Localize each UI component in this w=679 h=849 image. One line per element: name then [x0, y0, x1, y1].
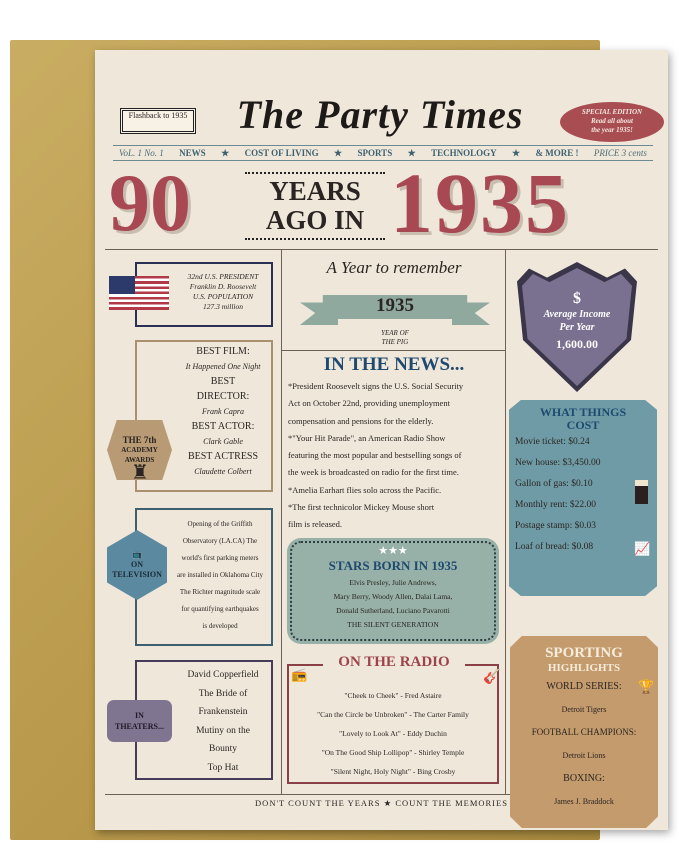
radio-title: ON THE RADIO — [323, 653, 465, 671]
years-line: YEARS — [269, 176, 361, 206]
theaters-badge: IN THEATERS... — [107, 700, 172, 742]
theaters-list: David Copperfield The Bride of Frankenstei… — [187, 670, 259, 773]
growth-chart-icon: 📈 — [634, 541, 651, 556]
nav-item: & MORE ! — [535, 148, 579, 158]
television-badge: 📺 ON TELEVISION — [107, 530, 167, 600]
stars-icon: ★★★ — [378, 545, 408, 557]
generation: THE SILENT GENERATION — [347, 620, 439, 629]
divider — [281, 350, 505, 351]
years-ago-label: YEARS AGO IN — [245, 172, 385, 240]
star-icon: ★ — [512, 147, 521, 158]
dollar-icon: $ — [573, 289, 581, 307]
news-body: *President Roosevelt signs the U.S. Soci… — [288, 381, 464, 530]
star-icon: ★ — [334, 147, 343, 158]
news-title: IN THE NEWS... — [323, 354, 465, 375]
nav-bar: VoL. 1 No. 1 NEWS ★ COST OF LIVING ★ SPORT… — [113, 145, 653, 161]
special-line: the year 1935! — [591, 126, 633, 134]
trophy-icon: 🏆 — [638, 679, 655, 694]
flashback-text: Flashback to 1935 — [128, 111, 188, 120]
flashback-box: Flashback to 1935 — [120, 108, 196, 134]
sports-box: SPORTING HIGHLIGHTS WORLD SERIES: Detroit … — [510, 636, 658, 828]
television-text: Opening of the Griffith Observatory (LA.C… — [177, 520, 263, 630]
masthead-title: The Party Times — [236, 92, 524, 137]
nav-item: SPORTS — [357, 148, 393, 158]
academy-awards-list: BEST FILM: It Happened One Night BEST DIR… — [185, 346, 261, 476]
hero-year: 1935 — [390, 155, 570, 251]
radio-songs: "Cheek to Cheek" - Fred Astaire "Can the … — [317, 691, 469, 776]
year-script: A Year to remember — [326, 258, 462, 277]
income-content: $ Average Income Per Year 1,600.00 — [522, 268, 632, 386]
sports-title: SPORTING HIGHLIGHTS — [545, 645, 623, 674]
television-icon: 📺 — [132, 550, 142, 559]
divider — [281, 249, 282, 794]
stars-born-box: ★★★ STARS BORN IN 1935 Elvis Presley, Ju… — [287, 538, 499, 644]
ribbon-year: 1935 — [376, 295, 414, 316]
zodiac-year: YEAR OF THE PIG — [381, 329, 409, 346]
price: PRICE 3 cents — [593, 148, 647, 158]
divider — [105, 249, 658, 250]
card: Flashback to 1935 The Party Times SPECIA… — [95, 50, 668, 830]
special-edition-badge: SPECIAL EDITION Read all about the year … — [560, 102, 664, 142]
star-icon: ★ — [221, 147, 230, 158]
divider — [505, 249, 506, 794]
star-icon: ★ — [407, 147, 416, 158]
gas-pump-icon — [635, 480, 648, 504]
guitar-icon: 🎸 — [483, 670, 501, 685]
years-number: 90 — [109, 157, 191, 248]
cost-title: WHAT THINGS COST — [539, 405, 627, 432]
cost-box: WHAT THINGS COST Movie ticket: $0.24 New h… — [509, 400, 657, 596]
divider — [105, 794, 658, 795]
special-line: Read all about — [590, 117, 633, 125]
president-info: 32nd U.S. PRESIDENT Franklin D. Roosevelt… — [187, 272, 259, 311]
nav-item: TECHNOLOGY — [431, 148, 497, 158]
ago-in-line: AGO IN — [265, 205, 365, 235]
footer-motto: DON'T COUNT THE YEARS ★ COUNT THE MEMORI… — [255, 798, 508, 808]
academy-box — [135, 340, 273, 492]
income-value: 1,600.00 — [556, 336, 598, 351]
oscar-statue-icon: ♜ — [131, 462, 149, 484]
us-flag-icon — [109, 276, 169, 310]
nav-item: COST OF LIVING — [244, 148, 319, 158]
special-line: SPECIAL EDITION — [581, 108, 643, 116]
academy-badge: THE 7th ACADEMY AWARDS — [107, 420, 172, 480]
nav-item: NEWS — [179, 148, 206, 158]
volume: VoL. 1 No. 1 — [119, 148, 164, 158]
record-player-icon: 📻 — [291, 667, 308, 682]
stars-title: STARS BORN IN 1935 — [328, 558, 458, 573]
